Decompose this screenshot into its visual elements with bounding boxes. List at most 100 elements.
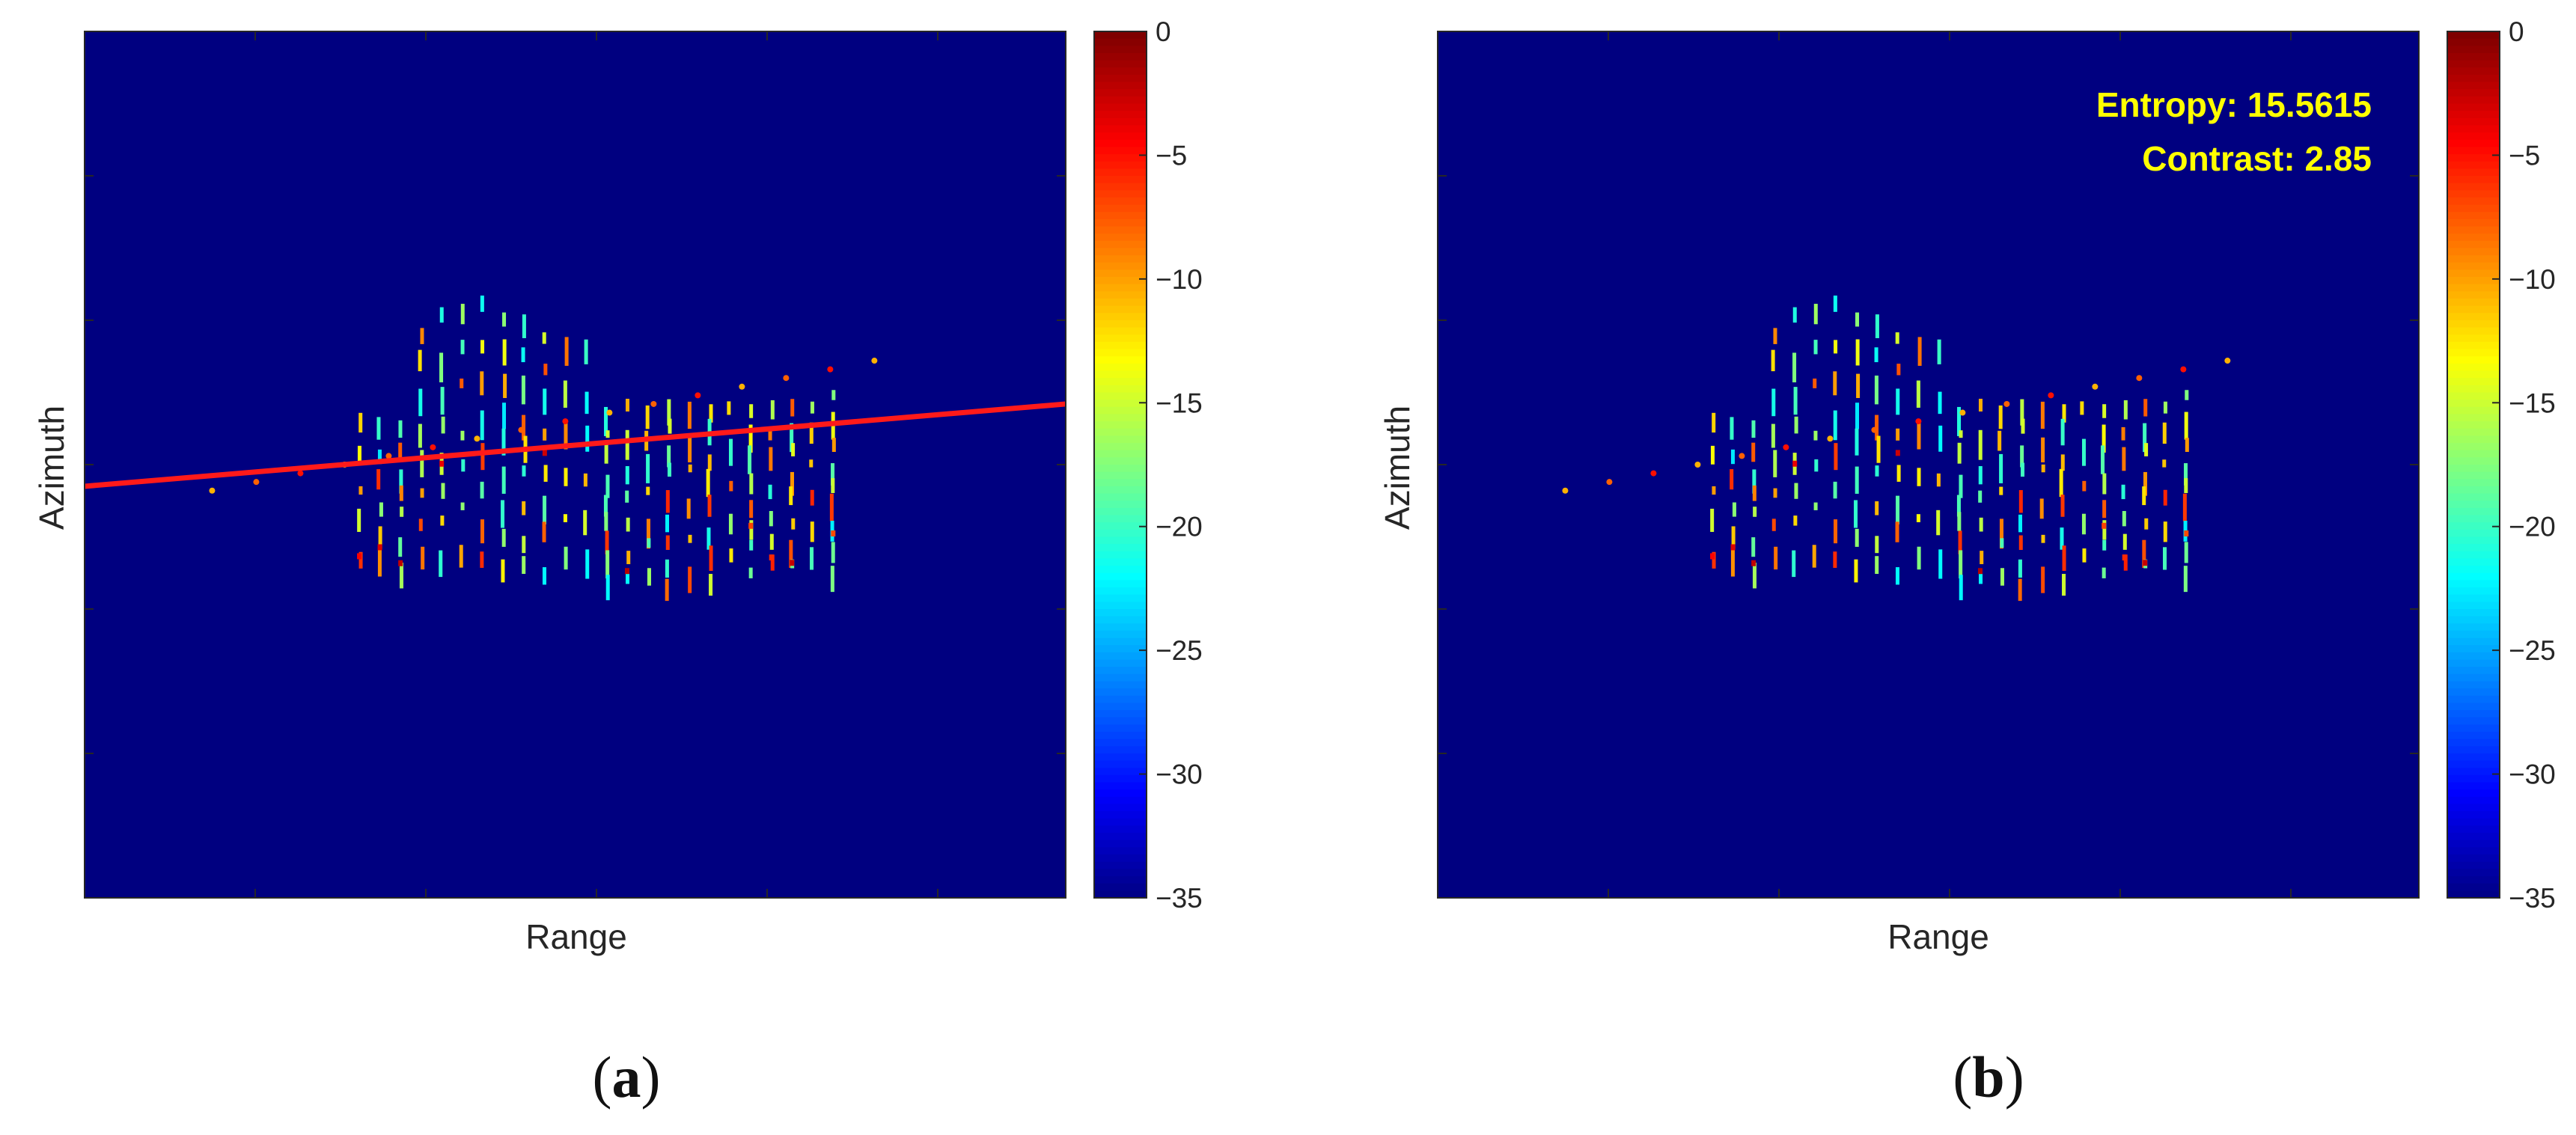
colorbar-band — [2447, 493, 2500, 502]
scatterer-streak — [790, 399, 795, 417]
scatterer-streak — [2162, 459, 2167, 468]
scatterer-streak — [790, 471, 794, 496]
scatterer-streak — [2142, 486, 2146, 506]
scatterer-streak — [543, 465, 548, 482]
colorbar-band — [1094, 269, 1147, 278]
colorbar-band — [2447, 479, 2500, 487]
colorbar-band — [2447, 52, 2500, 61]
scatterer-streak — [1712, 412, 1716, 433]
scatterer-streak — [1978, 490, 1983, 503]
panel-a: 0 −5 −10 −15 −20 −25 −30 −35 Range Azimuth (a) — [32, 16, 1203, 1110]
colorbar-band — [2447, 125, 2500, 134]
colorbar-band — [1094, 204, 1147, 213]
scatterer-streak — [791, 518, 796, 530]
scatterer-streak — [1854, 500, 1858, 528]
scatterer-streak — [791, 443, 796, 456]
scatterer-streak — [521, 375, 525, 405]
colorbar-band — [1094, 796, 1147, 805]
scatterer-streak — [2162, 422, 2167, 444]
deck-point — [2136, 375, 2143, 382]
scatterer-streak — [2018, 535, 2023, 550]
scatterer-streak — [1813, 340, 1818, 355]
scatterer-streak — [376, 469, 381, 490]
colorbar-band — [1094, 645, 1147, 653]
scatterer-streak — [604, 512, 608, 531]
scatterer-streak — [420, 450, 424, 477]
colorbar-band — [2447, 507, 2500, 516]
colorbar-band — [2447, 839, 2500, 848]
scatterer-streak — [1753, 507, 1757, 517]
deck-point — [2048, 392, 2054, 399]
scatterer-streak — [2121, 484, 2125, 500]
scatterer-streak — [1959, 575, 1963, 601]
colorbar-band — [2447, 869, 2500, 878]
scatterer-streak — [399, 563, 403, 589]
scatterer-streak — [2101, 445, 2105, 474]
scatterer-streak — [707, 454, 712, 471]
scatterer-streak — [1875, 314, 1879, 338]
scatterer-streak — [1752, 469, 1756, 494]
scatterer-streak — [790, 423, 794, 453]
colorbar-band — [2447, 262, 2500, 271]
colorbar-band — [1094, 522, 1147, 530]
colorbar-band — [2447, 218, 2500, 227]
scatterer-streak — [646, 486, 650, 495]
scatterer-streak — [665, 514, 670, 533]
colorbar-band — [2447, 183, 2500, 192]
scatterer-streak — [461, 459, 466, 472]
colorbar-band — [1094, 890, 1147, 899]
scatterer-streak — [2122, 447, 2126, 471]
scatterer-streak — [420, 488, 424, 498]
scatterer-streak — [2144, 518, 2149, 530]
scatterer-streak — [376, 417, 381, 440]
scatterer-streak — [667, 445, 671, 468]
colorbar-band — [2447, 544, 2500, 552]
colorbar-band — [1094, 883, 1147, 892]
colorbar-band — [2447, 768, 2500, 776]
colorbar-band — [2447, 233, 2500, 242]
colorbar-band — [1094, 168, 1147, 177]
colorbar-band — [1094, 31, 1147, 40]
scatterer-streak — [749, 520, 754, 540]
colorbar-band — [2447, 190, 2500, 198]
colorbar-band — [2447, 67, 2500, 76]
scatterer-hotspot — [542, 450, 547, 456]
colorbar-band — [1094, 60, 1147, 69]
colorbar-band — [1094, 421, 1147, 429]
colorbar-band — [1094, 327, 1147, 336]
colorbar-band — [1094, 226, 1147, 235]
scatterer-streak — [358, 551, 363, 569]
colorbar-a: 0 −5 −10 −15 −20 −25 −30 −35 — [1093, 16, 1203, 914]
colorbar-band — [2447, 406, 2500, 415]
scatterer-streak — [2060, 495, 2065, 517]
scatterer-streak — [1833, 371, 1837, 396]
colorbar-tick-label: 0 — [2509, 16, 2524, 47]
scatterer-streak — [501, 428, 506, 456]
scatterer-streak — [1855, 403, 1860, 429]
colorbar-band — [2447, 46, 2500, 54]
scatterer-streak — [727, 401, 731, 415]
scatterer-streak — [418, 518, 423, 531]
scatterer-streak — [2123, 400, 2128, 420]
deck-point — [385, 453, 392, 459]
scatterer-streak — [1958, 530, 1962, 554]
colorbar-band — [2447, 82, 2500, 91]
colorbar-band — [2447, 594, 2500, 603]
scatterer-streak — [398, 537, 403, 557]
colorbar-band — [2447, 522, 2500, 530]
colorbar-band — [2447, 248, 2500, 257]
colorbar-band — [1094, 154, 1147, 162]
scatterer-streak — [542, 332, 546, 344]
scatterer-streak — [728, 513, 733, 535]
scatterer-streak — [1895, 521, 1899, 542]
colorbar-band — [2447, 96, 2500, 105]
colorbar-band — [2447, 774, 2500, 783]
scatterer-streak — [603, 495, 608, 517]
deck-point — [1871, 426, 1878, 433]
colorbar-band — [1094, 46, 1147, 54]
scatterer-streak — [1794, 416, 1798, 434]
colorbar-band — [1094, 111, 1147, 119]
colorbar-band — [2447, 334, 2500, 343]
colorbar-band — [1094, 616, 1147, 625]
scatterer-streak — [1712, 486, 1716, 495]
